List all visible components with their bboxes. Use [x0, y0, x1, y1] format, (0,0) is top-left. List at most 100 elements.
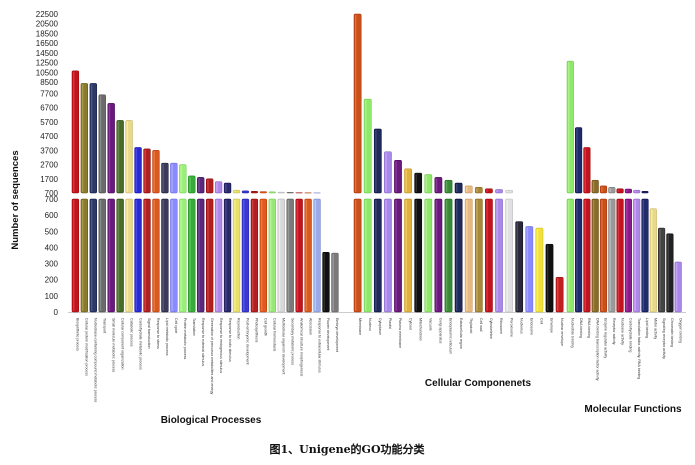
bar-sheen [445, 200, 448, 311]
category-label: Translation [192, 318, 196, 336]
bar-lipid-binding [641, 198, 649, 313]
bar-sheen [557, 278, 559, 311]
bar-sheen [675, 262, 678, 311]
bar-upper-lipid-binding [641, 191, 649, 194]
bar-sheen [171, 200, 173, 311]
category-label: Protein metabolic process [183, 318, 187, 360]
category-label: Nucleolus [519, 318, 523, 334]
category-label: Post-embryonic development [246, 318, 250, 365]
category-label: Mitochondrion [418, 318, 422, 341]
category-label: Cytoplasm [378, 318, 382, 335]
category-labels: Biosynthetic process Cellular protein mod… [76, 318, 683, 403]
bar-sheen [516, 222, 518, 311]
bar-sheen [314, 200, 317, 311]
bar-upper-sheen [198, 178, 200, 192]
bar-sheen [252, 200, 254, 311]
bar-upper-sheen [456, 184, 458, 192]
bar-signaling-receptor-activity [658, 227, 666, 313]
group-label-cellular-components: Cellular Componenets [425, 378, 532, 389]
category-label: Photosynthesis [255, 318, 259, 343]
bar-sheen [135, 200, 138, 311]
bar-dna-binding-transcription-factor-activity [591, 198, 599, 313]
bar-upper-sheen [385, 152, 387, 192]
bar-sheen [526, 227, 529, 311]
figure-caption: 图1、Unigene的GO功能分类 [269, 442, 425, 456]
bar-upper-sheen [207, 179, 209, 192]
bar-upper-sheen [135, 148, 138, 192]
bar-sheen [332, 254, 334, 311]
bar-upper-sheen [476, 188, 478, 192]
category-label: Abscission [308, 318, 312, 335]
y-tick-label: 700 [45, 189, 59, 198]
category-label: Endosome [530, 318, 534, 335]
bar-sheen [496, 200, 498, 311]
bar-sheen [375, 200, 377, 311]
bar-sheen [546, 245, 549, 311]
category-label: Cell [540, 318, 544, 324]
category-label: Response to stress [156, 318, 160, 349]
category-label: Peroxisome [509, 318, 513, 337]
bar-upper-sheen [171, 164, 173, 192]
bar-sheen [90, 200, 93, 311]
group-label-molecular-functions: Molecular Functions [584, 404, 682, 415]
y-tick-label: 100 [45, 292, 59, 301]
category-label: Motor activity [654, 318, 658, 339]
category-label: Ribosome [499, 318, 503, 334]
bar-upper-sheen [225, 184, 227, 192]
bar-upper-sheen [395, 161, 397, 192]
bar-rna-binding [583, 198, 591, 313]
category-label: Chromatin binding [670, 318, 674, 347]
bar-sheen [207, 200, 209, 311]
bar-upper-sheen [445, 181, 448, 192]
bar-upper-sheen [405, 169, 407, 192]
category-label: Cell cycle [174, 318, 178, 333]
bar-sheen [592, 200, 595, 311]
bar-sheen [651, 209, 653, 311]
bar-upper-photosynthesis [250, 191, 259, 194]
category-label: Biosynthetic process [76, 318, 80, 351]
bar-sheen [365, 200, 367, 311]
category-label: Cellular protein modification process [85, 318, 89, 376]
category-label: Catabolic process [129, 318, 133, 347]
category-label: Envelope [550, 318, 554, 333]
bar-upper-cell-growth [259, 191, 268, 194]
bar-upper-peroxisome [505, 189, 513, 194]
y-tick-label: 500 [45, 227, 59, 236]
category-label: Cellular component organization [120, 318, 124, 370]
category-label: Vacuole [429, 318, 433, 331]
bar-sheen [617, 200, 620, 311]
bar-sheen [576, 200, 578, 311]
bar-upper-ribosome [495, 189, 503, 194]
bar-sheen [568, 200, 570, 311]
category-label: Lipid metabolic process [165, 318, 169, 356]
category-label: DNA binding [579, 318, 583, 338]
bar-upper-sheen [90, 84, 93, 192]
bar-sheen [642, 200, 645, 311]
category-label: Signal transduction [147, 318, 151, 349]
category-label: Anatomical structure morphogenesis [299, 318, 303, 377]
category-label: Response to extracellular stimulus [317, 318, 321, 373]
category-label: Cellular homeostasis [273, 318, 277, 352]
bar-upper-sheen [568, 62, 570, 192]
bar-sheen [162, 200, 164, 311]
bar-upper-secondary-metabolic-process [286, 192, 294, 194]
bar-upper-sheen [73, 71, 75, 192]
y-tick-label: 10500 [36, 68, 59, 77]
bar-sheen [278, 200, 281, 311]
bar-upper-translation-factor-activity-rna-binding [633, 189, 641, 194]
bar-sheen [189, 200, 191, 311]
bar-sheen [198, 200, 200, 311]
y-tick-label: 3700 [40, 146, 58, 155]
bar-sheen [153, 200, 155, 311]
bar-sheen [99, 200, 102, 311]
bar-translation-factor-activity-rna-binding [633, 198, 641, 313]
category-label: Endoplasmic reticulum [449, 318, 453, 354]
bar-sheen [667, 234, 669, 311]
y-tick-label: 22500 [36, 10, 59, 19]
bar-upper-sheen [496, 190, 498, 192]
bar-sheen [355, 200, 357, 311]
bar-sheen [506, 200, 508, 311]
category-label: Receptor activity [612, 318, 616, 345]
